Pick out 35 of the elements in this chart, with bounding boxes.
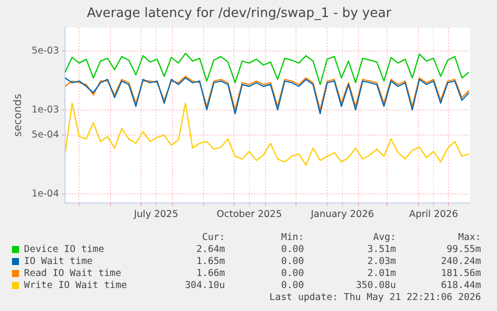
text: 304.10u bbox=[184, 280, 225, 292]
y-tick-label: 5e-03 bbox=[32, 46, 60, 57]
text: Last update: Thu May 21 22:21:06 2026 bbox=[269, 292, 481, 304]
text: 1.66m bbox=[196, 268, 225, 280]
x-tick-label: July 2025 bbox=[132, 209, 178, 220]
y-tick-label: 1e-04 bbox=[32, 188, 60, 200]
text: 0.00 bbox=[281, 244, 304, 256]
text: Max: bbox=[458, 232, 481, 244]
x-tick-label: January 2026 bbox=[310, 209, 374, 220]
text: 0.00 bbox=[281, 280, 304, 292]
text: 2.64m bbox=[196, 244, 225, 256]
text: 181.56m bbox=[440, 268, 481, 280]
legend-label: Device IO time bbox=[24, 244, 104, 256]
x-tick-label: October 2025 bbox=[216, 209, 282, 220]
text: 0.00 bbox=[281, 268, 304, 280]
text: 618.44m bbox=[440, 280, 481, 292]
text: 350.08u bbox=[356, 280, 396, 292]
x-tick-label: April 2026 bbox=[409, 209, 458, 220]
legend-label: IO Wait time bbox=[24, 256, 93, 268]
legend-label: Read IO Wait time bbox=[24, 268, 122, 280]
text: Avg: bbox=[373, 232, 396, 244]
legend-label: Write IO Wait time bbox=[24, 280, 127, 292]
text: 0.00 bbox=[281, 256, 304, 268]
text: 99.55m bbox=[446, 244, 481, 256]
text: Min: bbox=[281, 232, 304, 244]
text: 1.65m bbox=[196, 256, 225, 268]
text: 2.03m bbox=[367, 256, 396, 268]
text: Cur: bbox=[202, 232, 225, 244]
text: 3.51m bbox=[367, 244, 396, 256]
y-tick-label: 1e-03 bbox=[32, 104, 60, 116]
y-tick-label: 5e-04 bbox=[32, 130, 60, 141]
y-axis-title: seconds bbox=[12, 94, 24, 137]
text: 2.01m bbox=[367, 268, 396, 280]
chart-title: Average latency for /dev/ring/swap_1 - by year bbox=[86, 6, 392, 22]
text: 240.24m bbox=[440, 256, 481, 268]
